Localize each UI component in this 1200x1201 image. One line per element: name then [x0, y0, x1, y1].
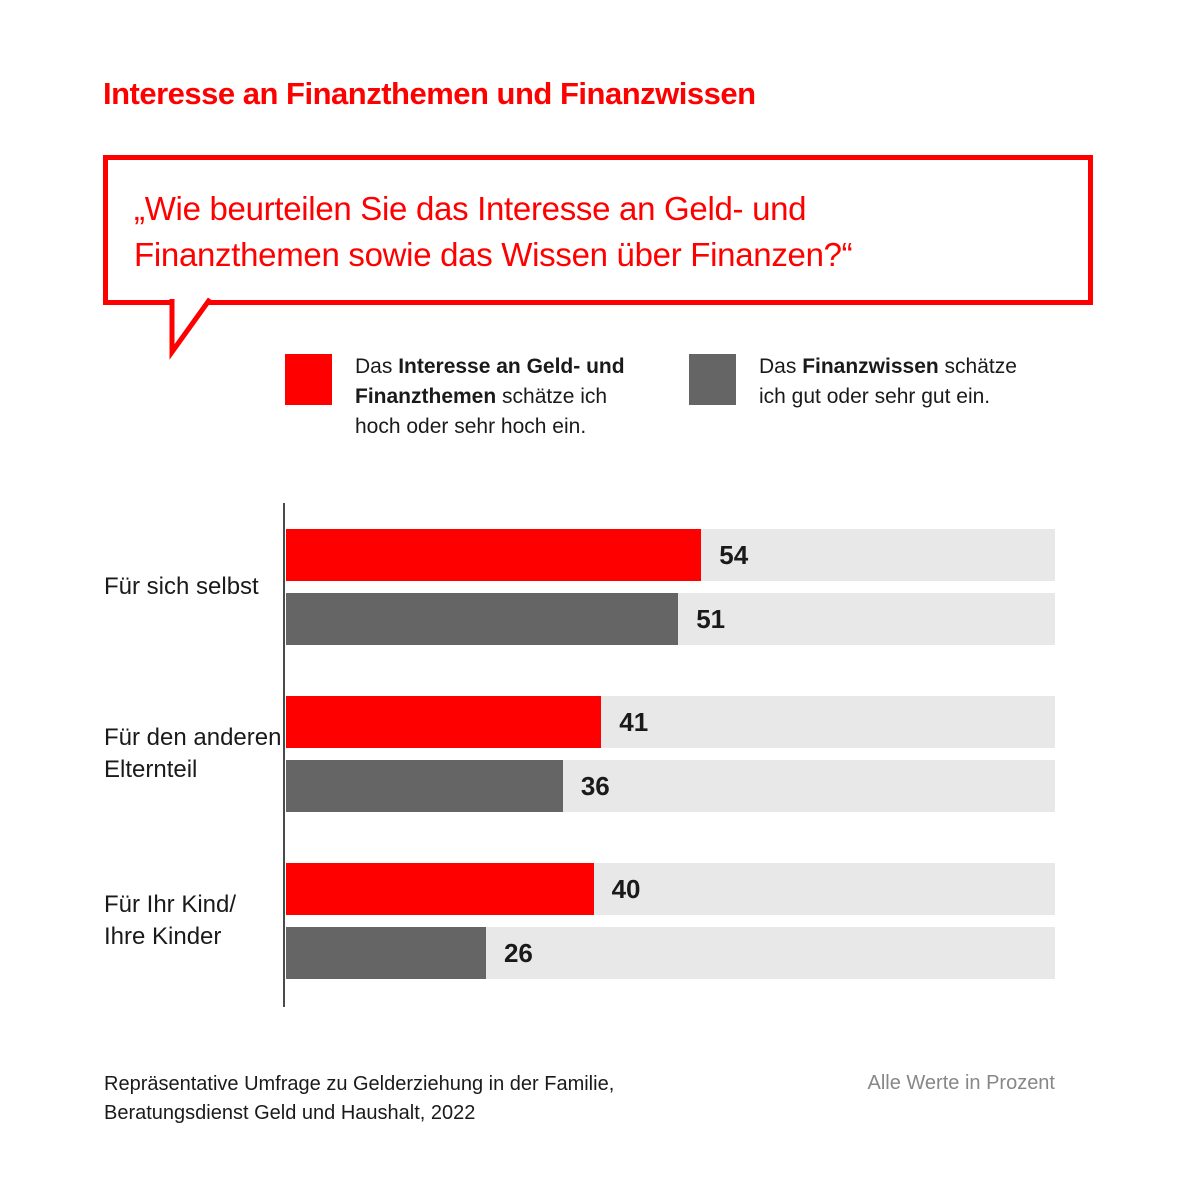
unit-note: Alle Werte in Prozent	[867, 1072, 1056, 1094]
bar-interesse	[286, 863, 594, 915]
bar-group: 40 26	[286, 863, 1055, 979]
bar-track: 40	[286, 863, 1055, 915]
bar-interesse	[286, 696, 602, 748]
legend-swatch-gray-icon	[689, 354, 736, 405]
bar-chart: 54 51 41 36 40 26	[286, 529, 1055, 981]
bar-value-label: 54	[719, 540, 749, 570]
bar-track: 41	[286, 696, 1055, 748]
legend-label-finanzwissen: Das Finanzwissen schätze ich gut oder se…	[759, 355, 1017, 408]
category-label: Für Ihr Kind/ Ihre Kinder	[104, 891, 237, 950]
bar-group: 41 36	[286, 696, 1055, 812]
bar-track: 54	[286, 529, 1055, 581]
y-axis-line	[283, 503, 285, 1007]
bar-track: 36	[286, 760, 1055, 812]
bar-track: 51	[286, 593, 1055, 645]
category-label: Für den anderen Elternteil	[104, 724, 282, 783]
bar-track: 26	[286, 927, 1055, 979]
bar-value-label: 40	[611, 874, 641, 904]
page-title: Interesse an Finanzthemen und Finanzwiss…	[103, 76, 756, 111]
bar-interesse	[286, 529, 702, 581]
legend-swatch-red-icon	[285, 354, 332, 405]
source-note: Repräsentative Umfrage zu Gelderziehung …	[104, 1073, 615, 1124]
bar-finanzwissen	[286, 927, 486, 979]
question-speech-bubble: „Wie beurteilen Sie das Interesse an Gel…	[103, 155, 1093, 305]
category-label: Für sich selbst	[104, 573, 259, 600]
bar-group: 54 51	[286, 529, 1055, 645]
bar-value-label: 36	[580, 771, 610, 801]
bar-value-label: 51	[696, 604, 726, 634]
bar-finanzwissen	[286, 593, 679, 645]
question-text: „Wie beurteilen Sie das Interesse an Gel…	[134, 190, 853, 273]
bar-value-label: 26	[503, 938, 533, 968]
bar-value-label: 41	[619, 707, 649, 737]
bar-finanzwissen	[286, 760, 563, 812]
legend-label-interesse: Das Interesse an Geld- und Finanzthemen …	[355, 355, 625, 438]
speech-bubble-tail-icon	[169, 297, 213, 360]
